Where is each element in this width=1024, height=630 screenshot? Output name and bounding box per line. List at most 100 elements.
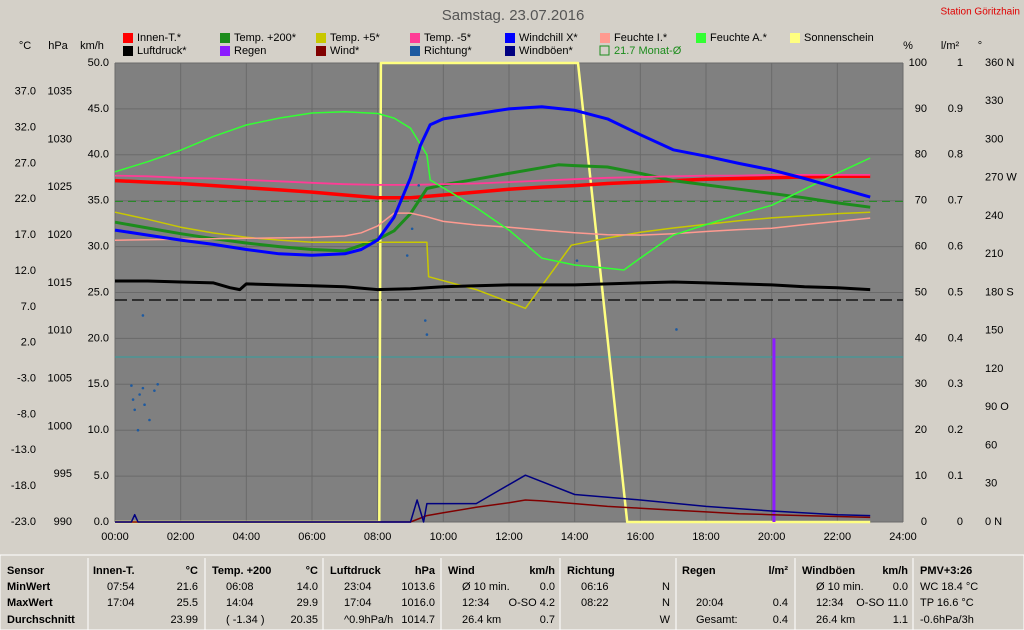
y-tick-label: 1015 <box>48 277 72 289</box>
y-tick-label: 70 <box>915 195 927 207</box>
series-line <box>115 499 871 523</box>
y-tick-label: 0.7 <box>948 195 963 207</box>
y-tick-label: 1010 <box>48 325 72 337</box>
direction-dot <box>153 389 156 392</box>
column-unit: l/m² <box>768 565 788 577</box>
legend-label: Feuchte I.* <box>614 32 668 44</box>
legend-swatch <box>696 33 706 43</box>
stat-label: 26.4 km <box>816 614 855 626</box>
y-tick-label: 15.0 <box>88 378 109 390</box>
direction-dot <box>405 254 409 257</box>
stat-label: 14:04 <box>226 597 254 609</box>
direction-dot <box>417 184 421 187</box>
stat-label: 20:04 <box>696 597 724 609</box>
y-tick-label: 1005 <box>48 372 72 384</box>
legend-label: Windchill X* <box>519 32 578 44</box>
y-tick-label: 1035 <box>48 86 72 98</box>
y-tick-label: 0 <box>921 516 927 528</box>
legend-label: Luftdruck* <box>137 45 187 57</box>
x-tick-label: 06:00 <box>298 531 326 543</box>
y-tick-label: -18.0 <box>11 480 36 492</box>
series-line <box>115 474 871 523</box>
stat-value: 0.0 <box>893 581 908 593</box>
x-tick-label: 00:00 <box>101 531 129 543</box>
y-tick-label: 1030 <box>48 133 72 145</box>
legend-swatch <box>316 46 326 56</box>
y-tick-label: 10.0 <box>88 424 109 436</box>
y-tick-label: 120 <box>985 363 1003 375</box>
x-tick-label: 20:00 <box>758 531 786 543</box>
stat-value: 14.0 <box>297 581 318 593</box>
y-tick-label: 50 <box>915 286 927 298</box>
y-tick-label: -23.0 <box>11 516 36 528</box>
direction-dot <box>148 418 151 422</box>
direction-dot <box>141 386 145 390</box>
x-tick-label: 16:00 <box>627 531 655 543</box>
legend-swatch <box>600 33 610 43</box>
stat-label: 12:34 <box>816 597 844 609</box>
x-tick-label: 10:00 <box>430 531 458 543</box>
stat-value: 1.1 <box>893 614 908 626</box>
stat-value: 0.0 <box>540 581 555 593</box>
y-tick-label: 7.0 <box>21 301 36 313</box>
y-tick-label: 40 <box>915 332 927 344</box>
y-tick-label: -8.0 <box>17 408 36 420</box>
stat-label: -0.6hPa/3h <box>920 614 974 626</box>
x-tick-label: 14:00 <box>561 531 589 543</box>
column-header: Luftdruck <box>330 565 382 577</box>
stat-label: 06:08 <box>226 581 254 593</box>
y-tick-label: 2.0 <box>21 337 36 349</box>
column-header: Innen-T. <box>93 565 135 577</box>
direction-dot <box>130 384 133 387</box>
column-header: Windböen <box>802 565 855 577</box>
column-header: Sensor <box>7 565 45 577</box>
direction-dot <box>675 328 678 331</box>
stat-value: W <box>660 614 671 626</box>
y-tick-label: 1000 <box>48 420 72 432</box>
y-tick-label: 100 <box>909 57 927 69</box>
stat-label: Gesamt: <box>696 614 738 626</box>
column-unit: hPa <box>415 565 436 577</box>
series-line <box>114 212 871 241</box>
y-tick-label: 45.0 <box>88 103 109 115</box>
y-tick-label: 90 <box>915 103 927 115</box>
column-header: PMV+3:26 <box>920 565 972 577</box>
y-tick-label: 30.0 <box>88 241 109 253</box>
legend-swatch <box>220 46 230 56</box>
y-tick-label: 37.0 <box>15 86 36 98</box>
axis-unit: °C <box>19 40 31 52</box>
legend-label: Windböen* <box>519 45 574 57</box>
column-unit: °C <box>186 565 198 577</box>
direction-dot <box>425 333 429 336</box>
y-tick-label: 30 <box>915 378 927 390</box>
x-tick-label: 22:00 <box>824 531 852 543</box>
stat-value: 29.9 <box>297 597 318 609</box>
axis-unit: l/m² <box>941 40 960 52</box>
y-tick-label: 330 <box>985 95 1003 107</box>
stat-label: Ø 10 min. <box>816 581 864 593</box>
y-tick-label: 32.0 <box>15 121 36 133</box>
y-tick-label: 10 <box>915 470 927 482</box>
stat-value: 25.5 <box>177 597 198 609</box>
stat-value: 0.4 <box>773 614 788 626</box>
direction-dot <box>141 314 145 317</box>
stat-value: N <box>662 597 670 609</box>
axis-unit: % <box>903 40 913 52</box>
stat-value: 21.6 <box>177 581 198 593</box>
legend-swatch <box>316 33 326 43</box>
legend-swatch <box>220 33 230 43</box>
y-tick-label: 17.0 <box>15 229 36 241</box>
y-tick-label: 35.0 <box>88 195 109 207</box>
direction-dot <box>410 227 414 231</box>
y-tick-label: 360 N <box>985 57 1014 69</box>
y-tick-label: 60 <box>985 439 997 451</box>
column-unit: km/h <box>529 565 555 577</box>
stat-value: 0.7 <box>540 614 555 626</box>
stat-label: ^0.9hPa/h <box>344 614 393 626</box>
direction-dot <box>136 428 140 432</box>
x-tick-label: 12:00 <box>495 531 523 543</box>
y-tick-label: 12.0 <box>15 265 36 277</box>
series-line <box>114 163 871 253</box>
direction-dot <box>156 383 159 386</box>
y-tick-label: 22.0 <box>15 193 36 205</box>
